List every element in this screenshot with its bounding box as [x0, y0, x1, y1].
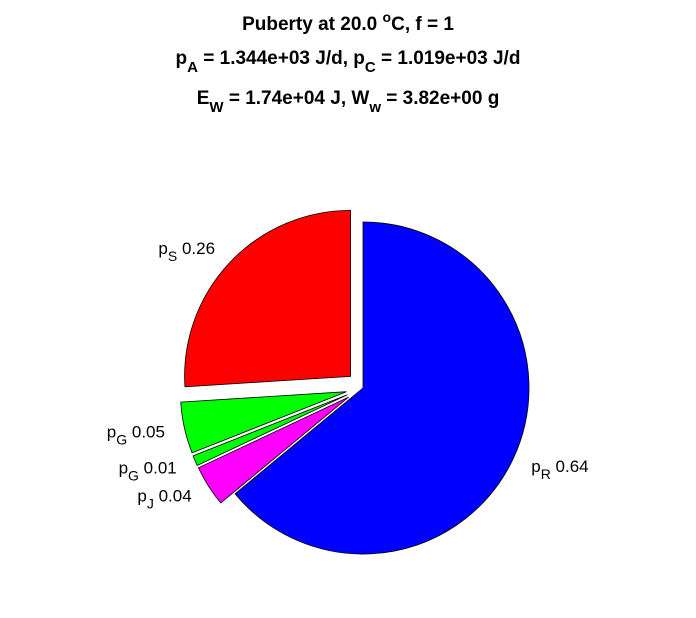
title-text: = 3.82e+00 g — [381, 88, 499, 109]
slice-label: pS 0.26 — [158, 239, 215, 264]
title-text: = 1.344e+03 J/d, p — [198, 48, 365, 69]
label-value: 0.05 — [132, 422, 165, 441]
title-sub: w — [368, 99, 381, 116]
label-name: p — [158, 239, 167, 258]
pie-slice — [180, 391, 347, 454]
label-sub: G — [116, 431, 127, 447]
slice-label: pJ 0.04 — [137, 487, 191, 512]
title-sup: o — [383, 9, 392, 25]
label-sub: G — [128, 468, 139, 484]
pie-slice — [184, 209, 352, 388]
title-text: = 1.74e+04 J, W — [224, 88, 370, 109]
title-sub: A — [187, 59, 198, 76]
title-line: pA = 1.344e+03 J/d, pC = 1.019e+03 J/d — [176, 48, 521, 76]
label-name: p — [119, 459, 128, 478]
title-text: C, f = 1 — [391, 14, 454, 35]
pie-slice — [197, 396, 349, 504]
slice-label: pR 0.64 — [531, 457, 588, 482]
title-text: Puberty at 20.0 — [242, 14, 382, 35]
label-sub: R — [541, 466, 551, 482]
title-line: EW = 1.74e+04 J, Ww = 3.82e+00 g — [197, 88, 500, 116]
label-sub: S — [168, 248, 177, 264]
title-text: E — [197, 88, 210, 109]
label-name: p — [137, 487, 146, 506]
label-value: 0.01 — [144, 459, 177, 478]
label-sub: J — [147, 496, 154, 512]
pie-slice — [192, 394, 348, 466]
pie-slice — [234, 221, 530, 555]
slice-label: pG 0.01 — [119, 459, 177, 484]
label-value: 0.64 — [556, 457, 589, 476]
label-value: 0.04 — [159, 487, 192, 506]
label-value: 0.26 — [182, 239, 215, 258]
title-text: p — [176, 48, 188, 69]
title-sub: W — [209, 99, 224, 116]
slice-label: pG 0.05 — [107, 422, 165, 447]
label-name: p — [107, 422, 116, 441]
title-line: Puberty at 20.0 oC, f = 1 — [242, 9, 454, 35]
label-name: p — [531, 457, 540, 476]
title-text: = 1.019e+03 J/d — [376, 48, 521, 69]
title-sub: C — [365, 59, 376, 76]
